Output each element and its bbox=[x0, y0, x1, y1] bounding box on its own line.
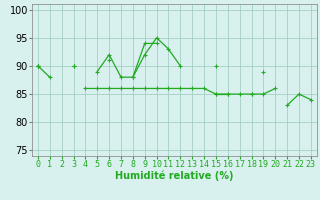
X-axis label: Humidité relative (%): Humidité relative (%) bbox=[115, 171, 234, 181]
